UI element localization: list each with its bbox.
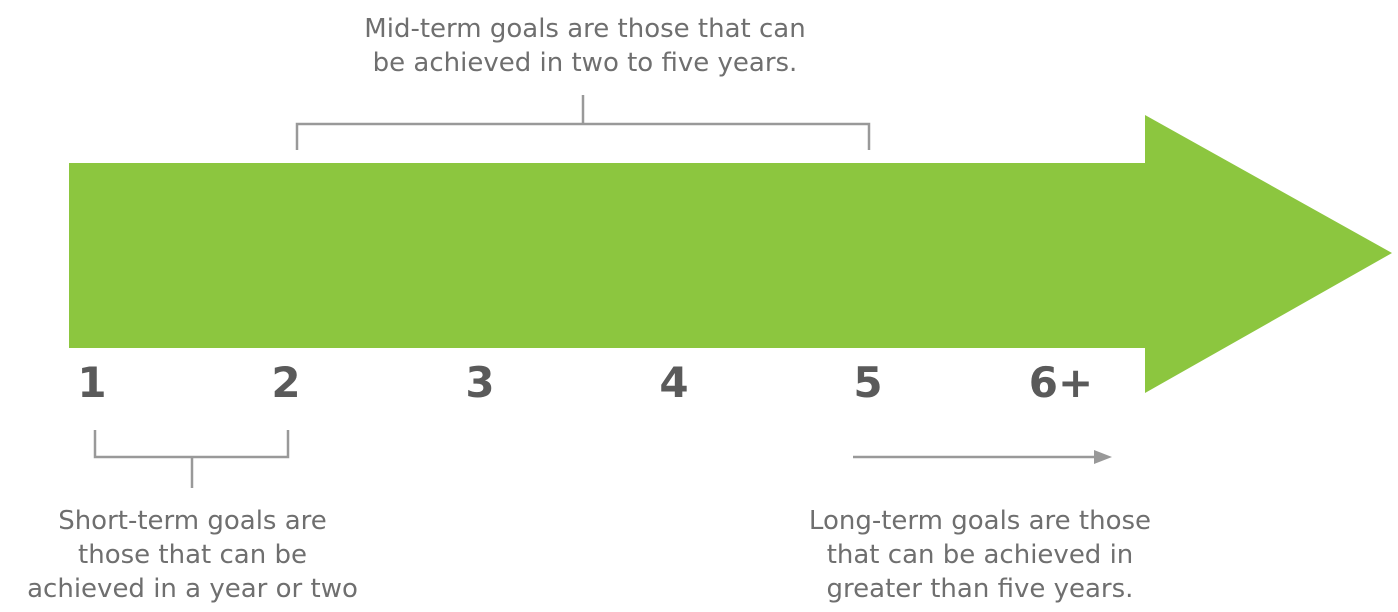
- mid-term-caption: Mid-term goals are those that can be ach…: [364, 14, 806, 78]
- year-label-1: 1: [77, 358, 107, 407]
- year-label-5: 5: [853, 358, 883, 407]
- short-term-bracket: [93, 430, 290, 488]
- mid-term-bracket: [295, 95, 871, 150]
- timeline-arrow: [69, 115, 1392, 393]
- year-label-4: 4: [659, 358, 689, 407]
- long-term-pointer: [853, 450, 1112, 464]
- short-term-caption: Short-term goals are those that can be a…: [27, 506, 358, 604]
- long-term-caption: Long-term goals are those that can be ac…: [808, 506, 1152, 604]
- year-label-6-plus: 6+: [1028, 358, 1094, 407]
- year-label-2: 2: [271, 358, 301, 407]
- pointer-arrowhead-icon: [1094, 450, 1112, 464]
- year-label-3: 3: [465, 358, 495, 407]
